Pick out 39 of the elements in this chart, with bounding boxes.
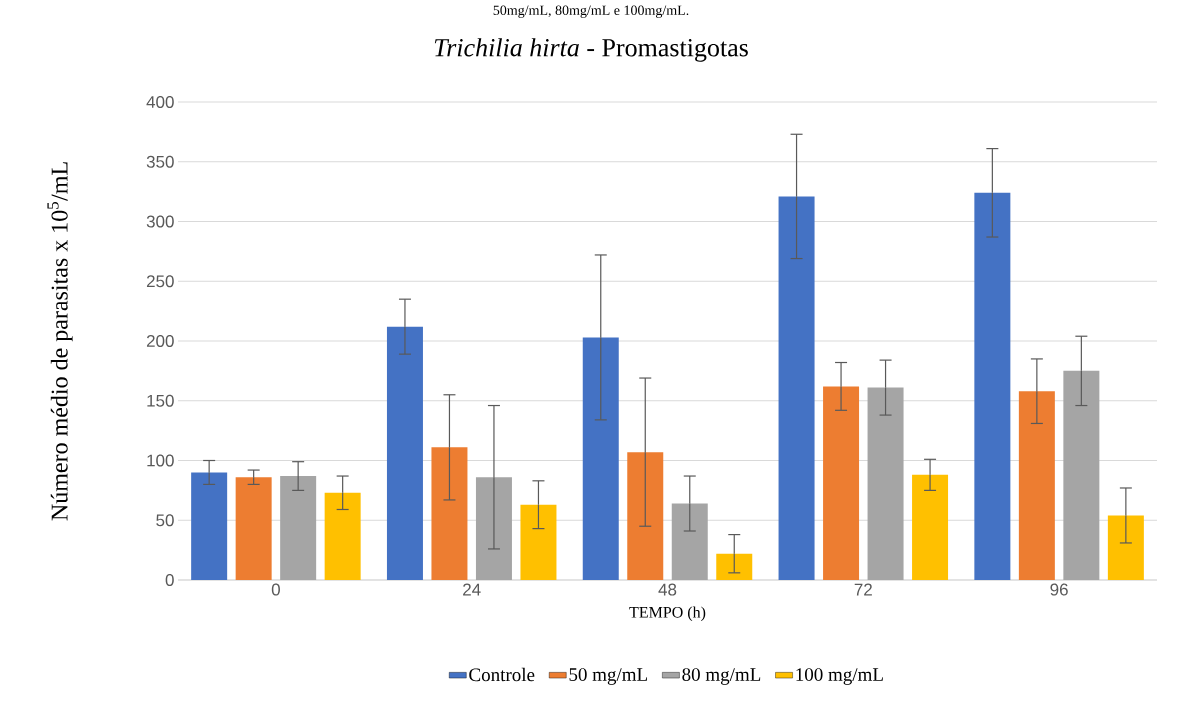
bar xyxy=(1107,515,1144,580)
bar xyxy=(582,337,619,580)
y-tick-label: 250 xyxy=(146,275,174,288)
bar xyxy=(823,386,860,580)
bar xyxy=(867,387,904,580)
x-tick-label: 24 xyxy=(463,583,481,596)
legend-label: 50 mg/mL xyxy=(569,668,647,685)
bar xyxy=(778,196,815,580)
text: 50mg/mL, 80mg/mL e 100mg/mL. xyxy=(493,5,689,18)
y-tick-label: 150 xyxy=(147,394,174,407)
y-tick-label: 400 xyxy=(146,95,174,109)
x-axis-title: TEMPO (h) xyxy=(629,606,706,621)
bar xyxy=(974,192,1011,580)
x-tick-label: 48 xyxy=(658,583,677,596)
bar xyxy=(235,477,272,580)
x-tick-label: 0 xyxy=(271,583,280,596)
bar xyxy=(431,447,468,580)
y-tick-label: 0 xyxy=(165,573,174,587)
y-axis-title: Número médio de parasitas x 10$^{5}$/mL xyxy=(47,162,73,521)
bar xyxy=(280,476,317,580)
bar xyxy=(912,474,949,580)
x-tick-label: 72 xyxy=(854,583,872,596)
y-tick-label: 50 xyxy=(156,514,174,527)
x-tick-label: 96 xyxy=(1050,583,1068,596)
y-tick-label: 350 xyxy=(146,155,174,168)
bar xyxy=(671,503,708,580)
legend-label: 80 mg/mL xyxy=(682,668,761,685)
bar xyxy=(520,504,557,580)
legend-label: Controle xyxy=(469,667,535,682)
bar xyxy=(191,472,228,580)
y-tick-label: 200 xyxy=(146,334,174,348)
y-tick-label: 300 xyxy=(146,215,174,228)
y-tick-label: 100 xyxy=(147,454,174,467)
legend-label: 100 mg/mL xyxy=(796,668,883,685)
bar xyxy=(1018,391,1055,580)
bar xyxy=(324,492,361,580)
bar xyxy=(386,326,423,580)
chart-title: Trichilia hirta - Promastigotas xyxy=(434,38,748,62)
bar xyxy=(1063,370,1100,580)
